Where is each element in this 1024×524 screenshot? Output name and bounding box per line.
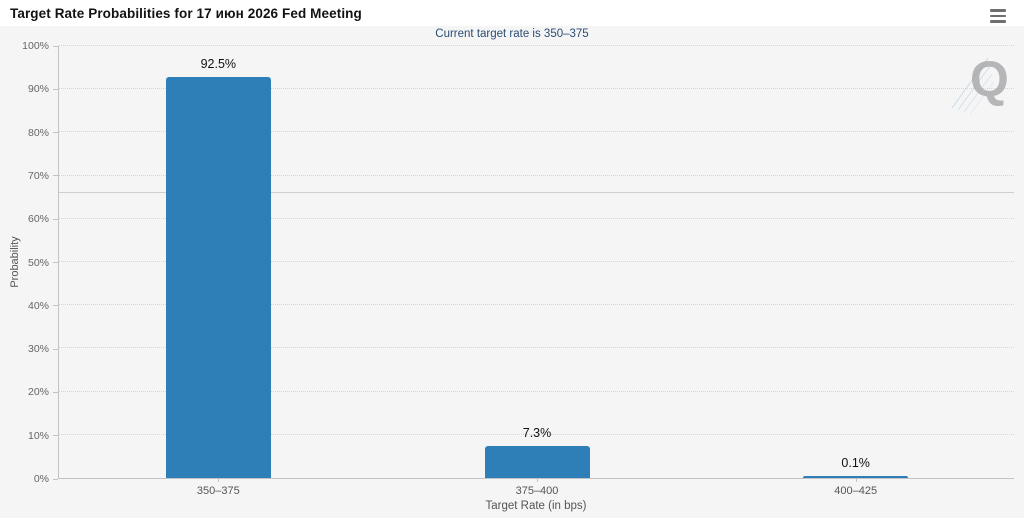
y-tick-mark-100 — [53, 45, 58, 47]
y-tick-mark-10 — [53, 435, 58, 437]
y-tick-mark-60 — [53, 218, 58, 220]
gridline-10 — [59, 433, 1014, 435]
x-tick-mark-400–425 — [855, 478, 857, 482]
y-tick-mark-0 — [53, 478, 58, 480]
y-tick-label-100: 100% — [22, 40, 49, 52]
hamburger-bar — [990, 14, 1006, 18]
x-tick-mark-350–375 — [218, 478, 220, 482]
y-tick-label-40: 40% — [27, 299, 49, 312]
current-rate-reference-line — [59, 191, 1014, 193]
bar-value-label-400–425: 0.1% — [841, 456, 870, 470]
gridline-30 — [59, 347, 1014, 349]
plot-area: 92.5% 350–375 7.3% 375–400 0.1% 400–425 — [58, 45, 1014, 497]
x-tick-label-375–400: 375–400 — [515, 485, 559, 497]
bar-400–425 — [803, 476, 909, 478]
bar-value-label-375–400: 7.3% — [522, 426, 552, 441]
bar-350–375 — [165, 77, 271, 478]
x-tick-label-350–375: 350–375 — [196, 485, 240, 497]
gridline-90 — [59, 88, 1014, 90]
gridline-100 — [59, 45, 1014, 46]
gridline-80 — [59, 131, 1014, 133]
y-tick-label-60: 60% — [27, 213, 49, 226]
hamburger-menu-icon[interactable] — [990, 9, 1006, 23]
x-tick-mark-375–400 — [537, 478, 538, 482]
x-tick-label-400–425: 400–425 — [834, 485, 878, 497]
y-tick-label-50: 50% — [27, 256, 49, 269]
y-tick-label-20: 20% — [27, 386, 49, 399]
gridline-60 — [59, 217, 1014, 219]
chart-title: Target Rate Probabilities for 17 июн 202… — [10, 6, 362, 21]
y-axis: 0% 10% 20% 30% 40% 50% 60% 70% 80% 90% 100% — [0, 40, 58, 485]
hamburger-bar — [990, 9, 1006, 12]
y-tick-label-0: 0% — [33, 473, 49, 485]
y-tick-label-70: 70% — [27, 169, 49, 182]
hamburger-bar — [990, 20, 1006, 23]
y-tick-mark-30 — [53, 348, 58, 350]
current-target-rate-subtitle: Current target rate is 350–375 — [435, 28, 589, 40]
y-tick-mark-50 — [53, 262, 58, 263]
y-tick-label-30: 30% — [27, 343, 49, 356]
y-tick-label-10: 10% — [27, 429, 49, 442]
gridline-50 — [59, 261, 1014, 262]
gridline-70 — [59, 174, 1014, 176]
x-axis-title: Target Rate (in bps) — [485, 500, 587, 512]
y-tick-mark-80 — [53, 132, 58, 134]
y-tick-mark-20 — [53, 391, 58, 393]
y-tick-mark-70 — [53, 175, 58, 177]
y-tick-label-90: 90% — [27, 83, 49, 96]
bar-value-label-350–375: 92.5% — [200, 57, 237, 72]
bar-375–400 — [484, 446, 590, 478]
y-tick-label-80: 80% — [27, 126, 49, 139]
gridline-20 — [59, 390, 1014, 392]
y-tick-mark-40 — [53, 305, 58, 307]
y-tick-mark-90 — [53, 88, 58, 90]
gridline-40 — [59, 304, 1014, 306]
